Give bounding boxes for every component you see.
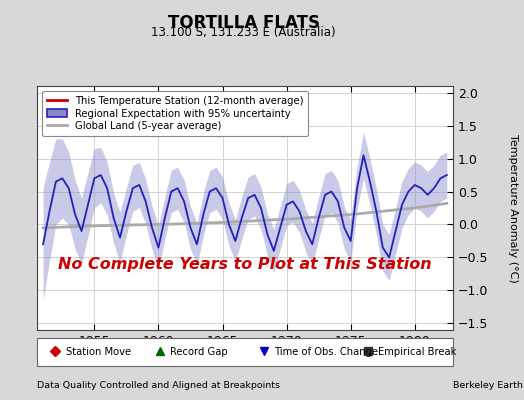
Text: Time of Obs. Change: Time of Obs. Change bbox=[274, 347, 378, 357]
Text: Berkeley Earth: Berkeley Earth bbox=[453, 381, 523, 390]
Text: No Complete Years to Plot at This Station: No Complete Years to Plot at This Statio… bbox=[58, 257, 432, 272]
Y-axis label: Temperature Anomaly (°C): Temperature Anomaly (°C) bbox=[508, 134, 518, 282]
Text: Empirical Break: Empirical Break bbox=[378, 347, 456, 357]
Text: Record Gap: Record Gap bbox=[170, 347, 227, 357]
Text: TORTILLA FLATS: TORTILLA FLATS bbox=[168, 14, 320, 32]
FancyBboxPatch shape bbox=[37, 338, 453, 366]
Text: Data Quality Controlled and Aligned at Breakpoints: Data Quality Controlled and Aligned at B… bbox=[37, 381, 280, 390]
Legend: This Temperature Station (12-month average), Regional Expectation with 95% uncer: This Temperature Station (12-month avera… bbox=[42, 91, 308, 136]
Text: Station Move: Station Move bbox=[66, 347, 131, 357]
Text: 13.100 S, 131.233 E (Australia): 13.100 S, 131.233 E (Australia) bbox=[151, 26, 336, 39]
